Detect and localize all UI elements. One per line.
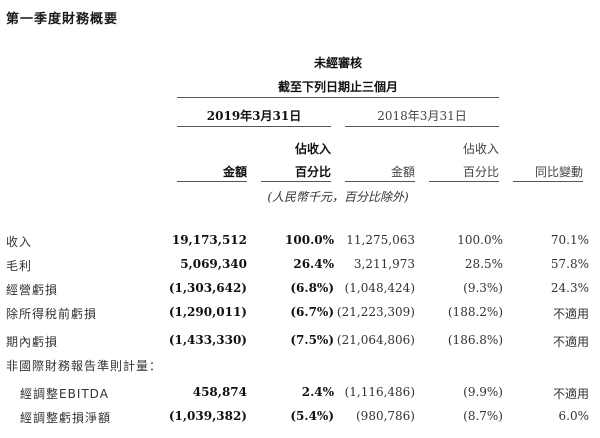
yoy-change: 24.3% <box>550 281 589 295</box>
pct-2018: (8.7%) <box>463 409 503 423</box>
yoy-change: 57.8% <box>550 257 589 271</box>
period-heading: 截至下列日期止三個月 <box>277 80 398 94</box>
yoy-change: 70.1% <box>550 233 589 247</box>
col-header-amount-2018: 金額 <box>390 165 415 179</box>
pct-2018: (9.3%) <box>463 281 503 295</box>
audit-status: 未經審核 <box>313 56 362 70</box>
table-row-revenue: 收入 19,173,512 100.0% 11,275,063 100.0% 7… <box>0 233 600 253</box>
row-label: 毛利 <box>6 259 33 273</box>
pct-2018: 100.0% <box>457 233 503 247</box>
pct-2019: (7.5%) <box>290 333 334 347</box>
row-label: 除所得稅前虧損 <box>6 307 98 321</box>
col-header-pct-2018: 百分比 <box>462 165 499 179</box>
pct-2018: (186.8%) <box>447 333 503 347</box>
col-rule-2 <box>261 181 331 182</box>
amount-2019: (1,303,642) <box>168 281 247 295</box>
col-rule-3 <box>345 181 415 182</box>
table-row-gross-profit: 毛利 5,069,340 26.4% 3,211,973 28.5% 57.8% <box>0 257 600 277</box>
col-rule-5 <box>513 181 583 182</box>
row-label: 經調整EBITDA <box>20 387 109 401</box>
amount-2018: (21,064,806) <box>336 333 415 347</box>
amount-2019: 458,874 <box>192 385 247 399</box>
amount-2019: (1,433,330) <box>168 333 247 347</box>
pct-2019: 26.4% <box>293 257 334 271</box>
date-2018: 2018年3月31日 <box>377 109 467 123</box>
table-row-operating-loss: 經營虧損 (1,303,642) (6.8%) (1,048,424) (9.3… <box>0 281 600 301</box>
amount-2018: 3,211,973 <box>353 257 415 271</box>
yoy-change: 不適用 <box>552 307 589 321</box>
col-rule-1 <box>177 181 247 182</box>
amount-2019: (1,039,382) <box>168 409 247 423</box>
amount-2018: 11,275,063 <box>346 233 415 247</box>
amount-2018: (21,223,309) <box>336 305 415 319</box>
pct-2019: 2.4% <box>301 385 334 399</box>
pct-2018: (9.9%) <box>463 385 503 399</box>
row-label: 經營虧損 <box>6 283 59 297</box>
section-title: 第一季度財務概要 <box>6 12 119 27</box>
non-ifrs-heading: 非國際財務報告準則計量： <box>6 359 163 373</box>
col-header-pct-2018-line1: 佔收入 <box>462 142 499 156</box>
amount-2018: (1,048,424) <box>344 281 415 295</box>
unit-note: (人民幣千元，百分比除外) <box>267 190 409 204</box>
pct-2018: (188.2%) <box>447 305 503 319</box>
amount-2018: (1,116,486) <box>344 385 415 399</box>
col-header-pct-2019: 百分比 <box>294 165 331 179</box>
amount-2019: 5,069,340 <box>180 257 247 271</box>
row-label: 期內虧損 <box>6 335 59 349</box>
pct-2019: (6.8%) <box>290 281 334 295</box>
period-rule <box>177 97 499 98</box>
pct-2018: 28.5% <box>464 257 503 271</box>
yoy-change: 不適用 <box>552 335 589 349</box>
table-row-adjusted-net-loss: 經調整虧損淨額 (1,039,382) (5.4%) (980,786) (8.… <box>0 409 600 429</box>
date-2019: 2019年3月31日 <box>206 109 302 123</box>
date-2018-rule <box>345 126 499 127</box>
date-2019-rule <box>177 126 331 127</box>
amount-2019: (1,290,011) <box>168 305 247 319</box>
pct-2019: (6.7%) <box>290 305 334 319</box>
yoy-change: 不適用 <box>552 387 589 401</box>
col-header-amount-2019: 金額 <box>222 165 247 179</box>
amount-2018: (980,786) <box>356 409 415 423</box>
row-label: 收入 <box>6 235 33 249</box>
table-row-loss-for-period: 期內虧損 (1,433,330) (7.5%) (21,064,806) (18… <box>0 333 600 353</box>
pct-2019: (5.4%) <box>290 409 334 423</box>
pct-2019: 100.0% <box>285 233 334 247</box>
col-header-pct-2019-line1: 佔收入 <box>294 142 331 156</box>
table-row-loss-before-tax: 除所得稅前虧損 (1,290,011) (6.7%) (21,223,309) … <box>0 305 600 325</box>
yoy-change: 6.0% <box>558 409 590 423</box>
non-ifrs-heading-row: 非國際財務報告準則計量： <box>0 357 600 377</box>
col-header-yoy: 同比變動 <box>534 165 583 179</box>
table-row-adjusted-ebitda: 經調整EBITDA 458,874 2.4% (1,116,486) (9.9%… <box>0 385 600 405</box>
col-rule-4 <box>429 181 499 182</box>
amount-2019: 19,173,512 <box>171 233 247 247</box>
row-label: 經調整虧損淨額 <box>20 411 112 425</box>
